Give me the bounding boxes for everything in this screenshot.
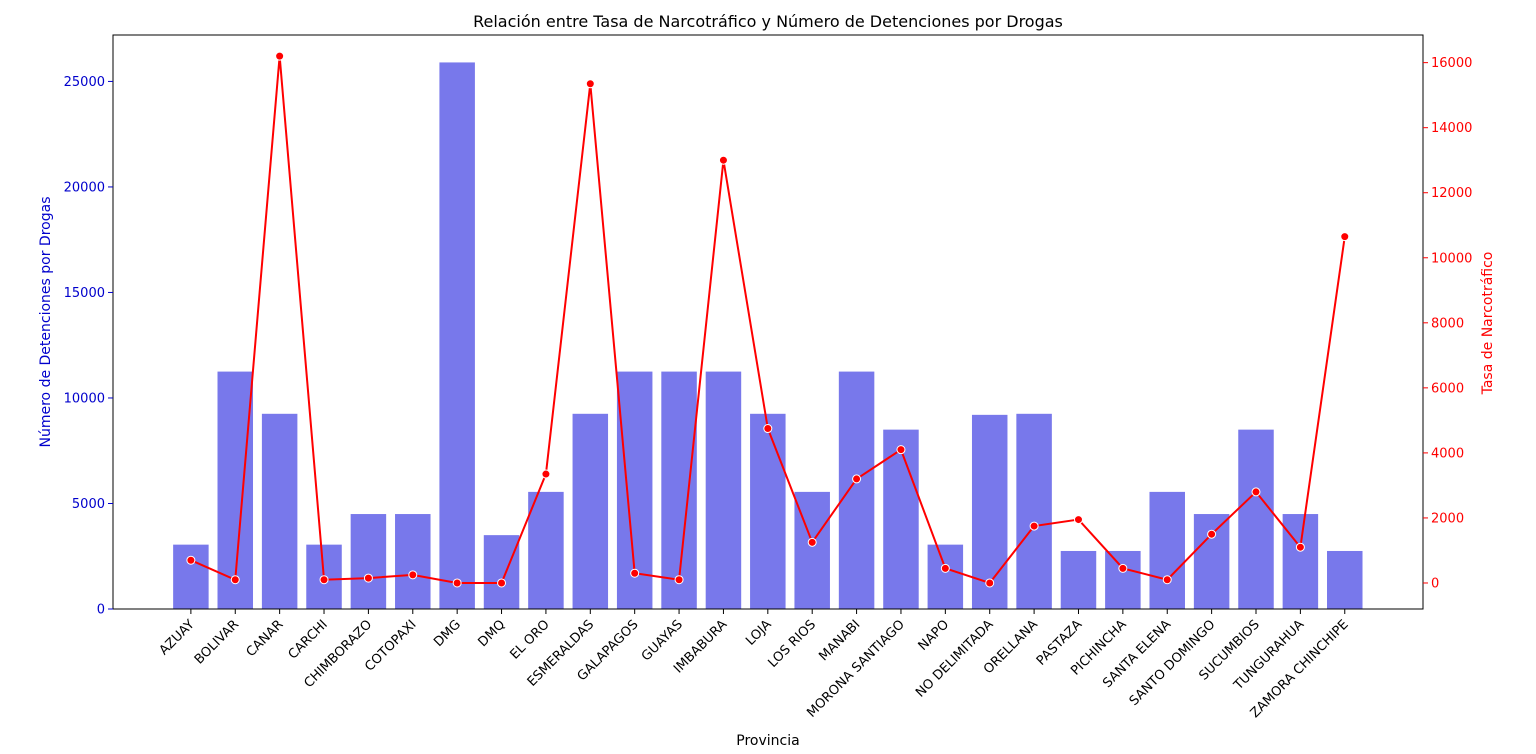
y-tick-label-right: 4000 [1431, 446, 1464, 461]
x-tick-label: LOJA [743, 617, 775, 649]
x-tick-label: LOS RIOS [765, 617, 819, 671]
bar-chimborazo [350, 514, 387, 609]
y-axis-label-right: Tasa de Narcotráfico [1480, 252, 1496, 396]
y-tick-label-right: 10000 [1431, 251, 1472, 266]
line-point-zamora-chinchipe [1340, 232, 1350, 242]
x-axis-label: Provincia [736, 733, 799, 749]
bar-el-oro [528, 491, 564, 609]
y-axis-label-left: Número de Detenciones por Drogas [38, 197, 54, 448]
line-point-pichincha [1118, 563, 1128, 573]
line-point-imbabura [718, 155, 728, 165]
x-tick-label: AZUAY [157, 617, 198, 658]
line-point-dmq [497, 578, 507, 588]
y-tick-label-right: 6000 [1431, 381, 1464, 396]
bar-zamora-chinchipe [1327, 550, 1363, 609]
y-tick-label-right: 16000 [1431, 56, 1472, 71]
bar-manabi [838, 371, 875, 609]
line-point-canar [275, 51, 285, 61]
bar-pichincha [1105, 550, 1141, 609]
line-point-los-rios [807, 537, 817, 547]
line-point-cotopaxi [408, 570, 418, 580]
x-tick-label: EL ORO [507, 617, 552, 662]
y-tick-label-left: 15000 [64, 286, 105, 301]
line-point-dmg [452, 578, 462, 588]
y-tick-label-left: 25000 [64, 75, 105, 90]
bar-imbabura [705, 371, 742, 609]
bar-esmeraldas [572, 413, 609, 609]
line-point-galapagos [630, 568, 640, 578]
bar-napo [927, 544, 964, 609]
chart-title: Relación entre Tasa de Narcotráfico y Nú… [473, 12, 1063, 31]
x-tick-label: BOLIVAR [192, 617, 242, 667]
bar-loja [750, 413, 786, 609]
bar-canar [261, 413, 298, 609]
plot-area: 0 5000 10000 15000 20000 25000 0 2000 4000 6000 80… [64, 34, 1472, 721]
line-point-morona-santiago [896, 445, 906, 455]
y-tick-label-left: 5000 [72, 497, 105, 512]
x-tick-label: CARCHI [286, 617, 331, 662]
y-tick-label-left: 10000 [64, 391, 105, 406]
y-tick-label-left: 20000 [64, 180, 105, 195]
line-point-bolivar [230, 575, 240, 585]
line-point-orellana [1029, 521, 1039, 531]
line-point-el-oro [541, 469, 551, 479]
line-point-sucumbios [1251, 487, 1261, 497]
bar-tungurahua [1282, 514, 1319, 609]
line-point-loja [763, 424, 773, 434]
line-point-chimborazo [363, 573, 373, 583]
x-tick-label: CANAR [244, 617, 287, 660]
bar-morona-santiago [883, 429, 919, 610]
bar-dmq [483, 535, 520, 609]
line-point-pastaza [1073, 515, 1083, 525]
x-tick-label: NO DELIMITADA [913, 617, 996, 700]
line-point-carchi [319, 575, 329, 585]
bar-santo-domingo [1193, 514, 1230, 609]
bar-guayas [661, 371, 697, 609]
y-tick-label-right: 2000 [1431, 511, 1464, 526]
y-tick-label-right: 12000 [1431, 186, 1472, 201]
y-tick-label-left: 0 [97, 603, 105, 618]
line-point-napo [940, 563, 950, 573]
line-point-santa-elena [1162, 575, 1172, 585]
y-tick-label-right: 8000 [1431, 316, 1464, 331]
x-tick-label: DMQ [476, 617, 509, 650]
line-point-manabi [852, 474, 862, 484]
bar-no-delimitada [971, 414, 1008, 609]
bar-cotopaxi [395, 514, 431, 609]
line-point-tungurahua [1295, 542, 1305, 552]
line-point-santo-domingo [1207, 529, 1217, 539]
bar-pastaza [1060, 550, 1097, 609]
bar-sucumbios [1238, 429, 1274, 610]
line-point-esmeraldas [585, 79, 595, 89]
x-tick-label: DMG [431, 617, 464, 650]
line-point-azuay [186, 555, 196, 565]
line-point-no-delimitada [985, 578, 995, 588]
bar-dmg [439, 62, 475, 610]
line-point-guayas [674, 575, 684, 585]
y-tick-label-right: 0 [1431, 576, 1439, 591]
y-tick-label-right: 14000 [1431, 121, 1472, 136]
bar-azuay [173, 544, 209, 609]
x-tick-label: NAPO [916, 617, 953, 654]
bar-santa-elena [1149, 491, 1185, 609]
x-tick-label: SANTO DOMINGO [1127, 617, 1219, 709]
bar-orellana [1016, 413, 1052, 609]
